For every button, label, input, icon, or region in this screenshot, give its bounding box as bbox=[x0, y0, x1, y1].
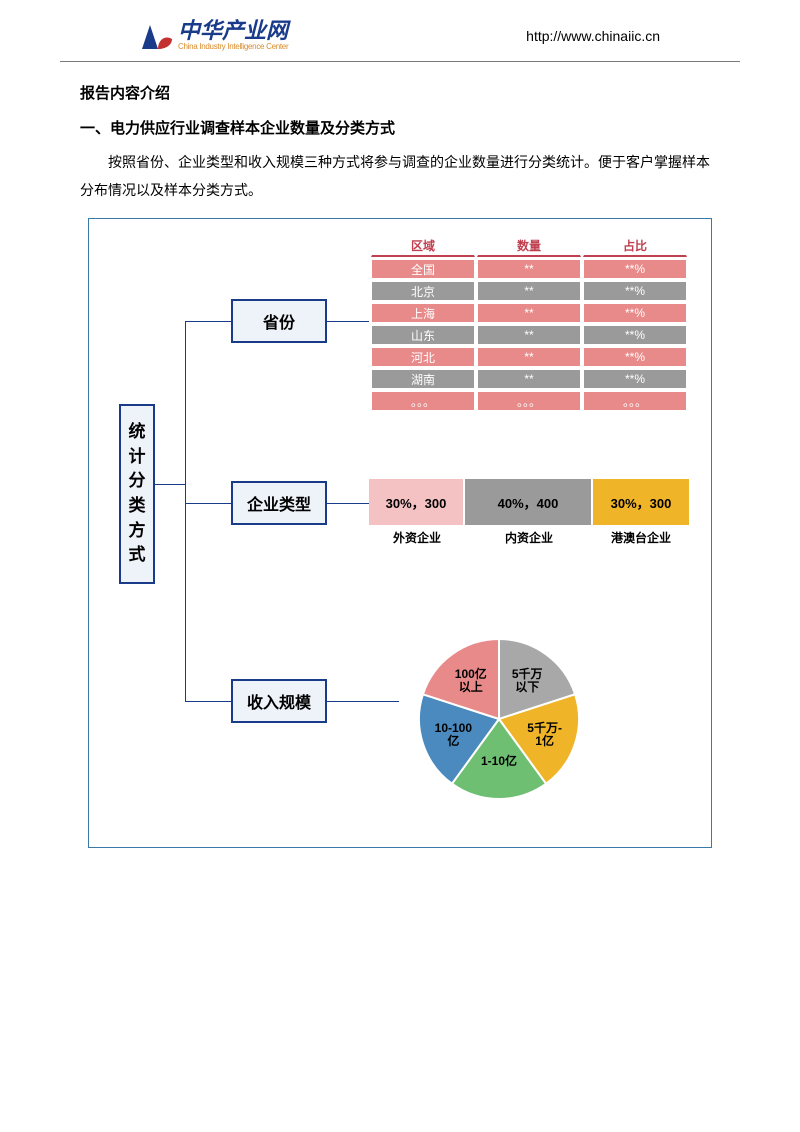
section-intro-title: 报告内容介绍 bbox=[80, 82, 720, 103]
table-header-cell: 占比 bbox=[583, 235, 687, 257]
branch-enterprise-type: 企业类型 bbox=[231, 481, 327, 525]
type-bar-caption: 外资企业 bbox=[369, 529, 465, 546]
table-cell: 。。。 bbox=[583, 391, 687, 411]
table-cell: **% bbox=[583, 369, 687, 389]
table-header-cell: 数量 bbox=[477, 235, 581, 257]
branch-province: 省份 bbox=[231, 299, 327, 343]
table-cell: 北京 bbox=[371, 281, 475, 301]
logo: 中华产业网 China Industry Intelligence Center bbox=[140, 20, 288, 51]
logo-subtext: China Industry Intelligence Center bbox=[178, 42, 288, 51]
type-bar-segment: 30%，300 bbox=[593, 479, 689, 525]
table-cell: 湖南 bbox=[371, 369, 475, 389]
table-cell: 。。。 bbox=[477, 391, 581, 411]
table-cell: **% bbox=[583, 347, 687, 367]
page-header: 中华产业网 China Industry Intelligence Center… bbox=[60, 0, 740, 62]
table-cell: ** bbox=[477, 281, 581, 301]
type-bar-caption: 内资企业 bbox=[465, 529, 593, 546]
header-url: http://www.chinaiic.cn bbox=[526, 28, 660, 44]
content-area: 报告内容介绍 一、电力供应行业调查样本企业数量及分类方式 按照省份、企业类型和收… bbox=[0, 62, 800, 848]
branch-income-scale: 收入规模 bbox=[231, 679, 327, 723]
type-bar-segment: 30%，300 bbox=[369, 479, 465, 525]
type-bar-segment: 40%，400 bbox=[465, 479, 593, 525]
table-cell: **% bbox=[583, 281, 687, 301]
table-cell: **% bbox=[583, 303, 687, 323]
table-cell: 山东 bbox=[371, 325, 475, 345]
table-cell: ** bbox=[477, 259, 581, 279]
diagram-container: 统计分类方式 省份 企业类型 收入规模 区域数量占比全国****%北京****%… bbox=[88, 218, 712, 848]
table-cell: 全国 bbox=[371, 259, 475, 279]
section-heading: 一、电力供应行业调查样本企业数量及分类方式 bbox=[80, 117, 720, 138]
enterprise-type-chart: 30%，30040%，40030%，300 外资企业内资企业港澳台企业 bbox=[369, 479, 689, 546]
logo-icon bbox=[140, 21, 174, 51]
table-cell: ** bbox=[477, 325, 581, 345]
table-cell: ** bbox=[477, 303, 581, 323]
province-table: 区域数量占比全国****%北京****%上海****%山东****%河北****… bbox=[369, 233, 689, 413]
logo-text: 中华产业网 bbox=[178, 20, 288, 42]
table-header-cell: 区域 bbox=[371, 235, 475, 257]
table-cell: 上海 bbox=[371, 303, 475, 323]
table-cell: **% bbox=[583, 325, 687, 345]
table-cell: 。。。 bbox=[371, 391, 475, 411]
body-paragraph: 按照省份、企业类型和收入规模三种方式将参与调查的企业数量进行分类统计。便于客户掌… bbox=[80, 148, 720, 204]
table-cell: **% bbox=[583, 259, 687, 279]
root-node: 统计分类方式 bbox=[119, 404, 155, 584]
table-cell: ** bbox=[477, 347, 581, 367]
table-cell: ** bbox=[477, 369, 581, 389]
income-pie-chart: 5千万 以下5千万- 1亿1-10亿10-100 亿100亿 以上 bbox=[399, 619, 599, 819]
table-cell: 河北 bbox=[371, 347, 475, 367]
type-bar-caption: 港澳台企业 bbox=[593, 529, 689, 546]
